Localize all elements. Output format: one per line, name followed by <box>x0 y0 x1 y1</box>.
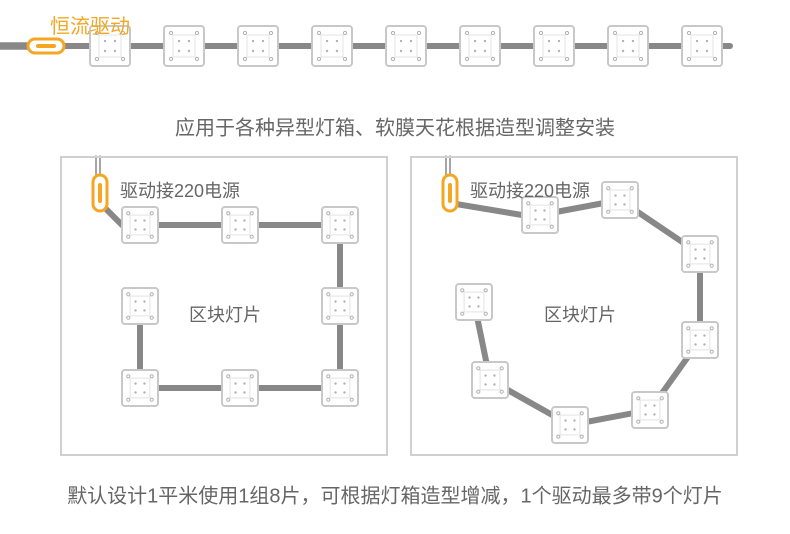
led-module <box>608 26 648 66</box>
driver-icon <box>28 39 64 53</box>
led-module <box>312 26 352 66</box>
constant-current-driver-label: 恒流驱动 <box>50 10 130 39</box>
bottom-description: 默认设计1平米使用1组8片，可根据灯箱造型增减，1个驱动最多带9个灯片 <box>67 480 723 509</box>
led-module <box>238 26 278 66</box>
led-module <box>534 26 574 66</box>
middle-description: 应用于各种异型灯箱、软膜天花根据造型调整安装 <box>175 112 615 141</box>
panel-right-border <box>410 156 738 456</box>
led-module <box>164 26 204 66</box>
led-module <box>460 26 500 66</box>
led-module <box>386 26 426 66</box>
panel-left-border <box>60 156 388 456</box>
led-module <box>682 26 722 66</box>
